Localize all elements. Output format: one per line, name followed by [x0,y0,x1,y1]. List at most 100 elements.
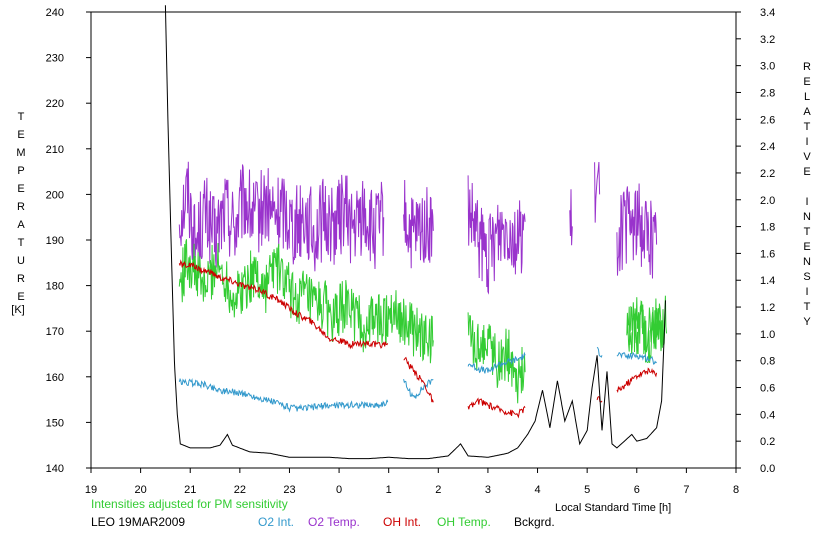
left-axis-unit: [K] [11,304,24,316]
right-axis-label-letter: N [803,211,811,223]
right-axis-label-letter: T [804,121,811,133]
left-axis-label-letter: R [17,273,25,285]
left-axis-label-letter: P [17,165,24,177]
x-tick-label: 2 [435,484,441,496]
series-oh-int-segment [178,259,389,350]
series-oh-int-segment [616,367,658,394]
right-axis-label-letter: T [804,301,811,313]
plot-frame [90,11,737,469]
left-axis-label-letter: E [17,291,24,303]
series-o2-int-segment [616,351,657,365]
x-tick-label: 8 [733,484,739,496]
legend-o2-int: O2 Int. [258,515,295,529]
right-tick-label: 0.0 [760,463,775,475]
right-tick-label: 0.8 [760,356,775,368]
right-axis-label-letter: E [803,166,810,178]
left-tick-label: 170 [46,326,64,338]
x-tick-label: 21 [184,484,196,496]
right-tick-label: 1.2 [760,302,775,314]
x-tick-label: 20 [134,484,146,496]
series-o2-int-segment [403,378,434,399]
right-tick-label: 2.4 [760,141,775,153]
right-tick-label: 2.6 [760,114,775,126]
right-tick-label: 1.6 [760,248,775,260]
legend-o2-temp: O2 Temp. [308,515,360,529]
left-tick-label: 230 [46,53,64,65]
left-tick-label: 240 [46,7,64,19]
right-tick-label: 1.8 [760,222,775,234]
left-tick-label: 150 [46,417,64,429]
left-axis-label-letter: U [17,255,25,267]
right-tick-label: 0.2 [760,436,775,448]
left-axis-label-letter: R [17,201,25,213]
right-tick-label: 0.4 [760,409,775,421]
left-axis-label-letter: T [18,111,25,123]
legend-oh-int: OH Int. [383,515,422,529]
series-o2-temp-segment [467,175,526,295]
left-tick-label: 160 [46,372,64,384]
right-axis-label-letter: N [803,256,811,268]
x-tick-label: 22 [234,484,246,496]
series-o2-temp-segment [403,179,434,269]
right-tick-label: 2.2 [760,168,775,180]
right-axis-label-letter: S [803,271,810,283]
series-layer [164,5,667,460]
right-axis-label-letter: V [803,151,811,163]
x-tick-label: 6 [634,484,640,496]
series-oh-temp-segment [178,239,434,364]
series-o2-int-segment [467,351,526,374]
x-tick-label: 0 [336,484,342,496]
series-o2-temp-segment [616,183,658,279]
right-axis-label-letter: I [805,196,808,208]
right-tick-label: 3.4 [760,7,775,19]
right-axis-label-letter: E [803,76,810,88]
series-o2-temp-segment [594,161,601,223]
right-axis-label-letter: A [803,106,811,118]
right-tick-label: 0.6 [760,383,775,395]
left-tick-label: 180 [46,281,64,293]
x-tick-label: 4 [534,484,540,496]
series-oh-temp-segment [626,295,667,364]
left-axis-label-letter: A [17,219,25,231]
left-tick-label: 220 [46,98,64,110]
right-axis-label-letter: T [804,226,811,238]
series-o2-temp-segment [569,189,573,246]
right-axis-label-letter: R [803,61,811,73]
left-axis-label-letter: E [17,129,24,141]
x-tick-label: 1 [386,484,392,496]
right-tick-label: 3.2 [760,34,775,46]
left-axis-label-letter: M [16,147,25,159]
left-axis-label-letter: T [18,237,25,249]
right-axis-ticks: 0.0 0.2 0.4 0.6 0.8 1.0 1.2 1.4 1.6 1.8 2.0 2.2 2.4 2… [736,7,775,475]
x-tick-label: 5 [584,484,590,496]
left-tick-label: 200 [46,189,64,201]
right-axis-label-letter: I [805,286,808,298]
left-tick-label: 190 [46,235,64,247]
x-tick-label: 19 [85,484,97,496]
left-tick-label: 210 [46,144,64,156]
right-tick-label: 2.8 [760,87,775,99]
series-bckgrd-segment [164,5,666,460]
legend-bckgrd: Bckgrd. [514,515,555,529]
right-axis-label-letter: Y [803,316,811,328]
right-tick-label: 1.4 [760,275,775,287]
series-o2-int-segment [596,346,603,358]
left-tick-label: 140 [46,463,64,475]
left-axis-label-letter: E [17,183,24,195]
station-label: LEO 19MAR2009 [91,515,186,529]
x-axis-label: Local Standard Time [h] [555,502,671,514]
right-tick-label: 1.0 [760,329,775,341]
x-axis-ticks: 19 20 21 22 23 0 1 2 3 4 5 6 7 8 [85,468,739,496]
sensitivity-note: Intensities adjusted for PM sensitivity [91,497,288,511]
series-o2-temp-segment [178,161,385,272]
x-tick-label: 3 [485,484,491,496]
series-o2-int-segment [178,377,389,413]
right-tick-label: 2.0 [760,195,775,207]
right-axis-label-letter: E [803,241,810,253]
x-tick-label: 23 [283,484,295,496]
x-tick-label: 7 [683,484,689,496]
left-axis-ticks: 140 150 160 170 180 190 200 210 220 230 240 [46,7,91,475]
